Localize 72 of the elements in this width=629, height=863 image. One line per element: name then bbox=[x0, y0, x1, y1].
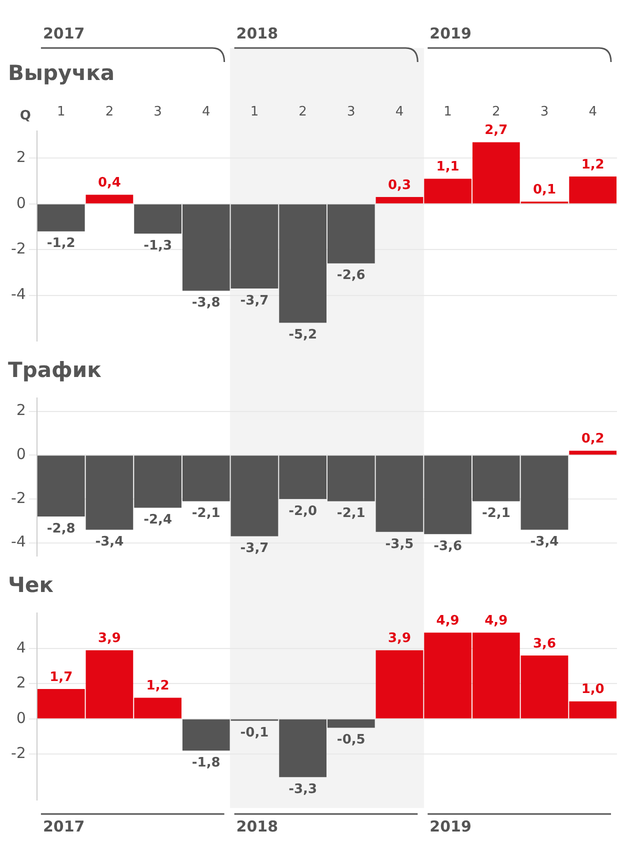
chart-title: Трафик bbox=[8, 358, 102, 382]
bar bbox=[86, 194, 134, 204]
y-tick-label: 0 bbox=[16, 445, 26, 464]
data-label: -2,8 bbox=[46, 521, 76, 536]
x-tick-label: 4 bbox=[395, 104, 404, 120]
x-tick-label: 3 bbox=[540, 104, 549, 120]
data-label: 0,3 bbox=[388, 178, 411, 193]
data-label: -1,3 bbox=[144, 238, 172, 254]
y-tick-label: 0 bbox=[16, 194, 26, 212]
data-label: 2,7 bbox=[484, 123, 508, 138]
x-tick-label: 3 bbox=[347, 104, 356, 120]
data-label: -1,8 bbox=[192, 756, 220, 771]
data-label: 4,9 bbox=[484, 613, 508, 628]
y-tick-label: 2 bbox=[16, 401, 26, 420]
data-label: 3,6 bbox=[532, 636, 556, 652]
data-label: -2,1 bbox=[192, 506, 220, 522]
data-label: 0,4 bbox=[98, 176, 121, 191]
text: 2019 bbox=[430, 817, 472, 836]
text: 2018 bbox=[236, 817, 278, 836]
x-tick-label: 2 bbox=[492, 104, 500, 120]
data-label: -3,4 bbox=[530, 534, 559, 550]
data-label: 1,2 bbox=[581, 157, 604, 172]
x-tick-label: 1 bbox=[56, 104, 66, 120]
data-label: -3,7 bbox=[240, 541, 269, 556]
text: 2018 bbox=[236, 24, 278, 42]
data-label: -3,6 bbox=[434, 538, 462, 554]
data-label: 3,9 bbox=[388, 631, 411, 646]
data-label: -2,1 bbox=[482, 506, 510, 522]
data-label: 4,9 bbox=[436, 613, 460, 628]
y-tick-label: -2 bbox=[10, 488, 26, 507]
data-label: -2,4 bbox=[144, 512, 172, 528]
y-tick-label: 2 bbox=[16, 148, 26, 166]
y-tick-label: -2 bbox=[10, 744, 26, 762]
data-label: 1,1 bbox=[436, 160, 460, 175]
x-axis-title: Q bbox=[20, 108, 31, 124]
data-label: 1,0 bbox=[581, 682, 604, 698]
y-tick-label: -4 bbox=[10, 285, 26, 304]
y-tick-label: 0 bbox=[16, 708, 26, 727]
data-label: -3,5 bbox=[385, 536, 414, 552]
text: 2017 bbox=[42, 817, 85, 836]
data-label: 0,2 bbox=[581, 432, 604, 447]
y-tick-label: 2 bbox=[16, 674, 26, 692]
y-tick-label: 4 bbox=[16, 638, 26, 656]
data-label: -2,0 bbox=[288, 504, 318, 519]
bar bbox=[37, 204, 85, 232]
data-label: 0,1 bbox=[532, 182, 556, 198]
data-label: 3,9 bbox=[98, 631, 121, 646]
data-label: 1,7 bbox=[50, 670, 73, 685]
data-label: -0,5 bbox=[336, 732, 366, 748]
data-label: -0,1 bbox=[240, 726, 269, 741]
x-tick-label: 4 bbox=[588, 104, 597, 120]
data-label: -3,4 bbox=[95, 534, 124, 550]
data-label: -3,3 bbox=[288, 782, 318, 797]
data-label: -2,6 bbox=[336, 268, 366, 284]
y-tick-label: -4 bbox=[10, 532, 26, 551]
y-tick-label: -2 bbox=[10, 240, 26, 258]
x-tick-label: 2 bbox=[105, 104, 114, 120]
chart-title: Чек bbox=[8, 573, 54, 598]
x-tick-label: 4 bbox=[202, 104, 210, 120]
x-tick-label: 1 bbox=[250, 104, 259, 120]
data-label: 1,2 bbox=[146, 678, 170, 694]
x-tick-label: 2 bbox=[298, 104, 307, 120]
data-label: -1,2 bbox=[46, 236, 76, 252]
chart-title: Выручка bbox=[8, 61, 115, 86]
x-tick-label: 3 bbox=[154, 104, 162, 120]
data-label: -2,1 bbox=[336, 506, 366, 522]
text: 2019 bbox=[430, 24, 472, 42]
x-tick-label: 1 bbox=[444, 104, 452, 120]
data-label: -3,7 bbox=[240, 293, 269, 308]
text: 2017 bbox=[42, 24, 85, 42]
data-label: -5,2 bbox=[288, 328, 318, 343]
data-label: -3,8 bbox=[192, 296, 220, 311]
